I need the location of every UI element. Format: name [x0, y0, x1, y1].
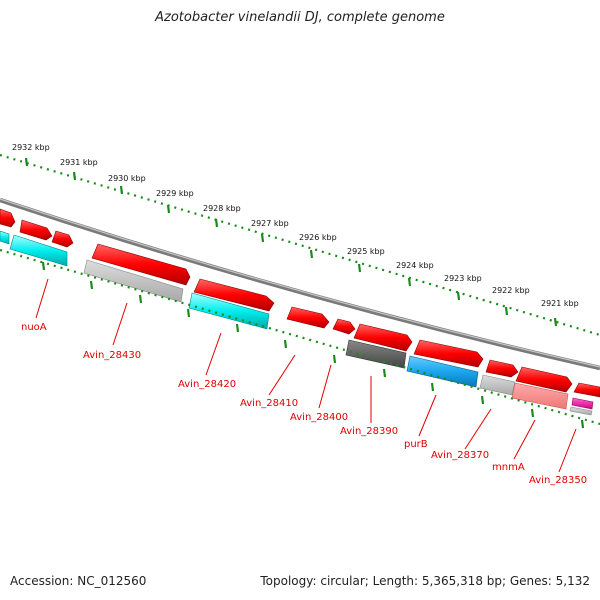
map-title: Azotobacter vinelandii DJ, complete geno… [155, 10, 445, 25]
inner-scale-ring [0, 248, 600, 426]
gene-arrow [413, 339, 484, 368]
gene-arrow [573, 382, 600, 398]
scale-label: 2921 kbp [541, 299, 579, 308]
scale-label: 2928 kbp [203, 204, 241, 213]
gene-label-avin-28410: Avin_28410 [240, 398, 298, 409]
gene-label-nuoA: nuoA [21, 322, 47, 333]
scale-label: 2924 kbp [396, 261, 434, 270]
gene-label-avin-28390: Avin_28390 [340, 426, 398, 437]
gene-box [83, 259, 184, 303]
gene-box [569, 406, 593, 416]
gene-arrow [19, 219, 53, 241]
genome-backbone [0, 197, 600, 371]
gene-arrow [193, 278, 275, 312]
scale-label: 2929 kbp [156, 189, 194, 198]
gene-arrow [0, 208, 16, 228]
gene-box [479, 374, 516, 396]
outer-scale-ring [0, 153, 600, 337]
gene-box [188, 292, 270, 330]
gene-arrow [91, 243, 191, 286]
gene-arrow [515, 366, 573, 393]
forward-genes [0, 208, 600, 398]
reverse-genes [0, 230, 594, 416]
gene-box [511, 382, 569, 410]
gene-box [406, 355, 479, 388]
gene-label-purB: purB [404, 439, 428, 450]
inner-ticks [41, 261, 585, 429]
accession-text: Accession: NC_012560 [10, 574, 147, 588]
gene-arrow [332, 318, 356, 335]
gene-box [571, 397, 594, 410]
gene-label-avin-28420: Avin_28420 [178, 379, 236, 390]
gene-arrow [51, 230, 74, 248]
leader-lines [35, 278, 577, 473]
scale-label: 2926 kbp [299, 233, 337, 242]
gene-label-avin-28430: Avin_28430 [83, 350, 141, 361]
scale-label: 2927 kbp [251, 219, 289, 228]
scale-label: 2923 kbp [444, 274, 482, 283]
gene-arrow [485, 359, 519, 378]
scale-label: 2922 kbp [492, 286, 530, 295]
scale-label: 2930 kbp [108, 174, 146, 183]
scale-label: 2931 kbp [60, 158, 98, 167]
gene-box [9, 234, 68, 267]
gene-label-avin-28400: Avin_28400 [290, 412, 348, 423]
gene-arrow [286, 306, 330, 329]
topology-text: Topology: circular; Length: 5,365,318 bp… [260, 574, 590, 588]
scale-label: 2932 kbp [12, 143, 50, 152]
gene-box [0, 230, 10, 245]
gene-label-avin-28350: Avin_28350 [529, 475, 587, 486]
gene-label-avin-28370: Avin_28370 [431, 450, 489, 461]
outer-ticks [24, 157, 558, 327]
gene-label-mnmA: mnmA [492, 462, 525, 473]
scale-label: 2925 kbp [347, 247, 385, 256]
gene-arrow [353, 323, 413, 352]
